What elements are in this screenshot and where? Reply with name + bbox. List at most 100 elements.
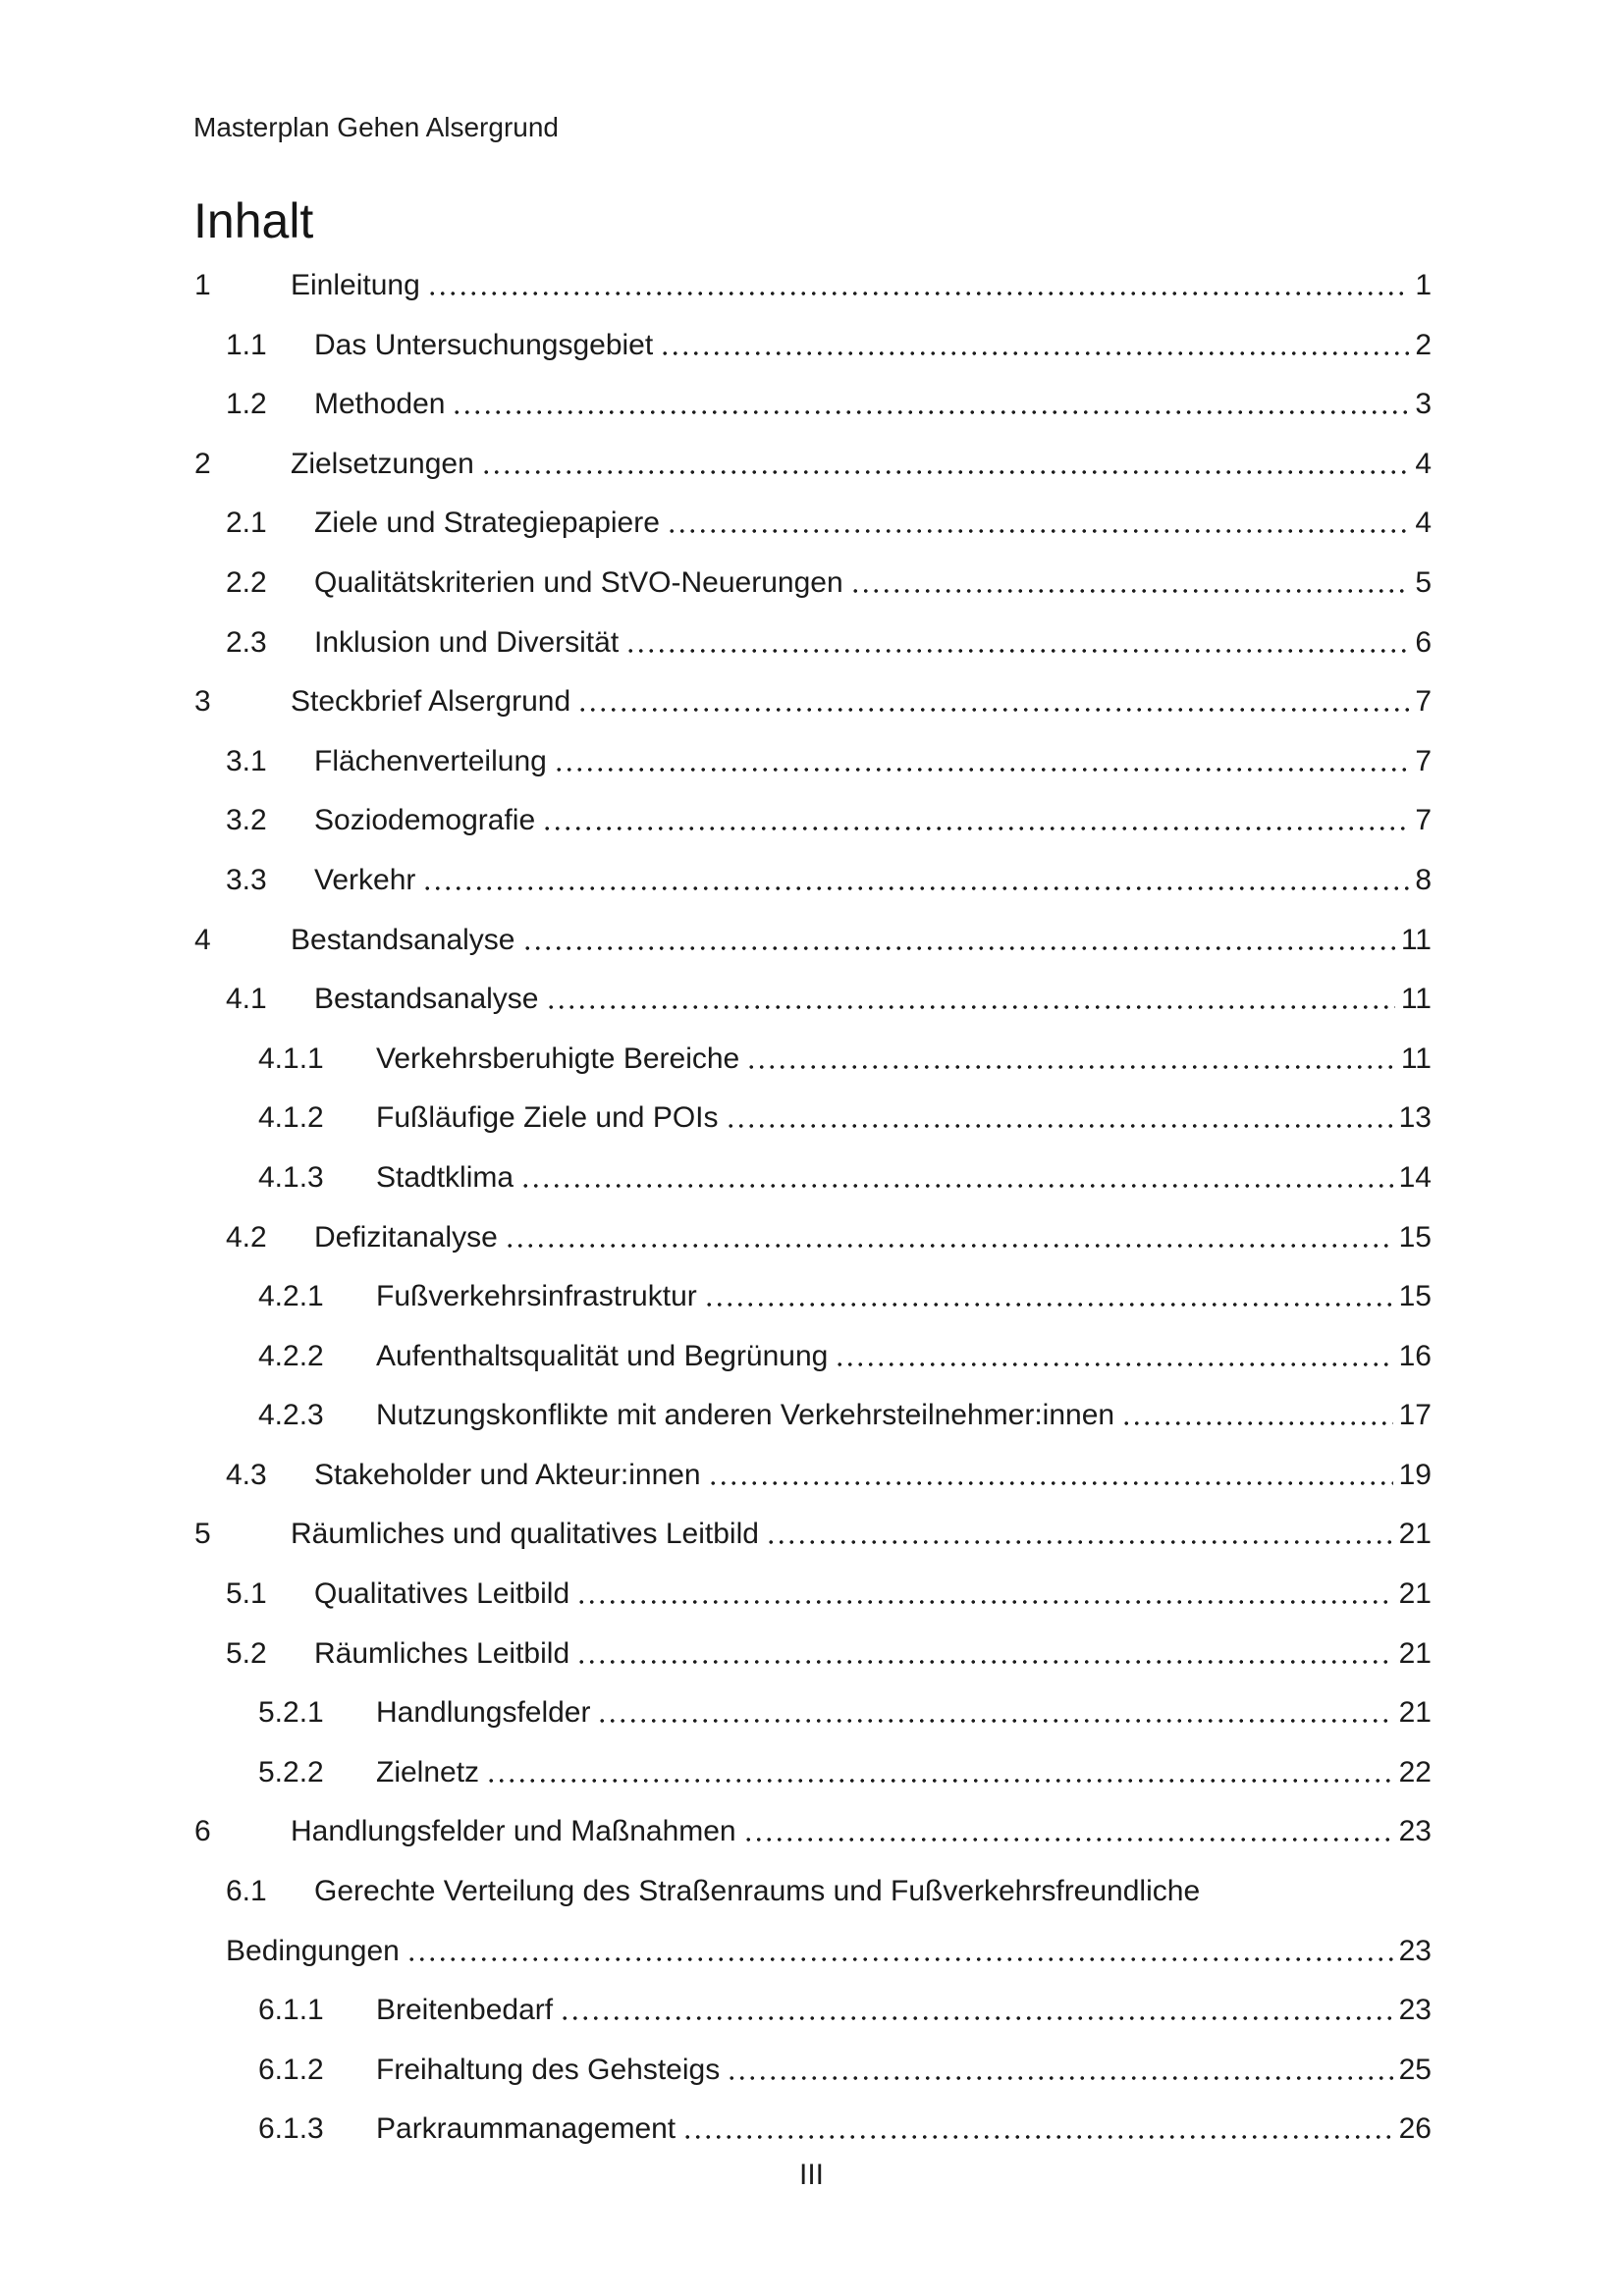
toc-leader-dots [625,614,1410,673]
toc-leader-dots [576,1625,1394,1684]
toc-entry-label: Verkehr [314,863,416,896]
toc-entry-label: Soziodemografie [314,804,536,837]
toc-entry-number: 2.2 [226,565,267,599]
toc-entry: 4.1.1 Verkehrsberuhigte Bereiche 11 [0,1030,1623,1090]
toc-entry-label: Freihaltung des Gehsteigs [376,2053,721,2086]
toc-entry: 3 Steckbrief Alsergrund 7 [0,672,1623,732]
toc-entry-number: 4.1.3 [258,1160,324,1194]
toc-entry-page: 11 [1400,923,1432,956]
toc-entry-page: 22 [1398,1755,1432,1789]
toc-entry-number: 1.1 [226,328,267,361]
toc-entry-label: Stakeholder und Akteur:innen [314,1458,701,1491]
toc-entry-number: 4.2 [226,1220,267,1254]
toc-entry-page: 6 [1415,625,1432,659]
toc-entry-page: 23 [1398,1815,1432,1848]
toc-leader-dots [406,1922,1393,1982]
toc-entry: 2.2 Qualitätskriterien und StVO-Neuerunge… [0,554,1623,614]
toc-entry: 5.1 Qualitatives Leitbild 21 [0,1565,1623,1625]
toc-entry: 1.2 Methoden 3 [0,375,1623,435]
toc-leader-dots [520,1148,1393,1208]
toc-entry-number: 3.2 [226,804,267,837]
toc-entry-page: 5 [1415,565,1432,599]
toc-entry-page: 11 [1400,1041,1432,1075]
toc-entry-page: 7 [1415,744,1432,777]
toc-entry-number: 1.2 [226,388,267,421]
toc-entry: 5 Räumliches und qualitatives Leitbild 21 [0,1505,1623,1565]
toc-entry: 2.3 Inklusion und Diversität 6 [0,614,1623,673]
toc-leader-dots [835,1327,1393,1387]
toc-entry-label: Gerechte Verteilung des Straßenraums und… [314,1875,1201,1908]
toc-entry: 4.2 Defizitanalyse 15 [0,1208,1623,1268]
toc-leader-dots [742,1802,1393,1862]
toc-leader-dots [545,970,1396,1030]
toc-leader-dots [553,732,1410,792]
toc-entry-page: 13 [1398,1101,1432,1135]
toc-entry: 6.1.1 Breitenbedarf 23 [0,1981,1623,2041]
toc-entry: 4.1.3 Stadtklima 14 [0,1148,1623,1208]
toc-entry: 4.1.2 Fußläufige Ziele und POIs 13 [0,1089,1623,1148]
toc-leader-dots [660,316,1410,376]
toc-leader-dots [452,375,1410,435]
toc-entry-number: 4.1.1 [258,1041,324,1075]
toc-entry-label: Verkehrsberuhigte Bereiche [376,1041,740,1075]
toc-entry-page: 4 [1415,447,1432,480]
toc-entry-label: Zielsetzungen [291,447,474,480]
toc-entry-number: 4.3 [226,1458,267,1491]
toc-leader-dots [707,1446,1393,1506]
toc-entry-number: 2.1 [226,507,267,540]
toc-entry-number: 4.2.1 [258,1280,324,1313]
toc-entry-number: 5 [194,1518,211,1551]
toc-entry-label: Aufenthaltsqualität und Begrünung [376,1339,829,1372]
toc-entry-page: 21 [1398,1518,1432,1551]
toc-entry-page: 15 [1398,1280,1432,1313]
toc-entry-page: 2 [1415,328,1432,361]
toc-entry-page: 1 [1415,269,1432,301]
running-header: Masterplan Gehen Alsergrund [193,112,559,142]
toc-entry: 3.1 Flächenverteilung 7 [0,732,1623,792]
page-title: Inhalt [193,193,314,248]
toc-entry-number: 4.2.2 [258,1339,324,1372]
toc-entry-label: Einleitung [291,269,420,301]
toc-entry-page: 25 [1398,2053,1432,2086]
toc-entry-number: 3.3 [226,863,267,896]
toc-entry-number: 6.1.2 [258,2053,324,2086]
toc-leader-dots [849,554,1410,614]
toc-leader-dots [542,791,1410,851]
toc-leader-dots [422,851,1410,911]
toc-entry-page: 23 [1398,1994,1432,2027]
toc-leader-dots [666,494,1410,554]
toc-leader-dots [765,1505,1393,1565]
toc-entry-number: 2.3 [226,625,267,659]
toc-entry-number: 4.1 [226,983,267,1016]
toc-entry-number: 4.2.3 [258,1399,324,1432]
toc-entry-number: 4 [194,923,211,956]
toc-entry: 6.1.3 Parkraummanagement 26 [0,2100,1623,2160]
toc-entry-label: Räumliches Leitbild [314,1636,570,1670]
toc-entry-number: 6 [194,1815,211,1848]
toc-entry-label: Räumliches und qualitatives Leitbild [291,1518,759,1551]
toc-entry-label: Breitenbedarf [376,1994,554,2027]
toc-entry-label: Qualitätskriterien und StVO-Neuerungen [314,565,843,599]
toc-entry-label: Fußläufige Ziele und POIs [376,1101,719,1135]
toc-entry-label: Fußverkehrsinfrastruktur [376,1280,697,1313]
toc-leader-dots [597,1683,1393,1743]
toc-entry-label: Bestandsanalyse [291,923,515,956]
toc-entry-label: Inklusion und Diversität [314,625,620,659]
toc-entry-number: 5.2.2 [258,1755,324,1789]
toc-entry-page: 15 [1398,1220,1432,1254]
toc-entry-page: 8 [1415,863,1432,896]
toc-entry-number: 4.1.2 [258,1101,324,1135]
footer-page-number: III [798,2159,824,2191]
toc-entry: 2.1 Ziele und Strategiepapiere 4 [0,494,1623,554]
toc-entry: 4.2.2 Aufenthaltsqualität und Begrünung 16 [0,1327,1623,1387]
toc-entry-number: 1 [194,269,211,301]
toc-entry-label: Qualitatives Leitbild [314,1577,570,1611]
toc-entry: 5.2 Räumliches Leitbild 21 [0,1625,1623,1684]
toc-entry-number: 5.1 [226,1577,267,1611]
toc-leader-dots [426,256,1410,316]
toc-entry-label: Nutzungskonflikte mit anderen Verkehrste… [376,1399,1115,1432]
toc-leader-dots [703,1267,1393,1327]
toc-leader-dots [746,1030,1395,1090]
toc-entry-page: 4 [1415,507,1432,540]
